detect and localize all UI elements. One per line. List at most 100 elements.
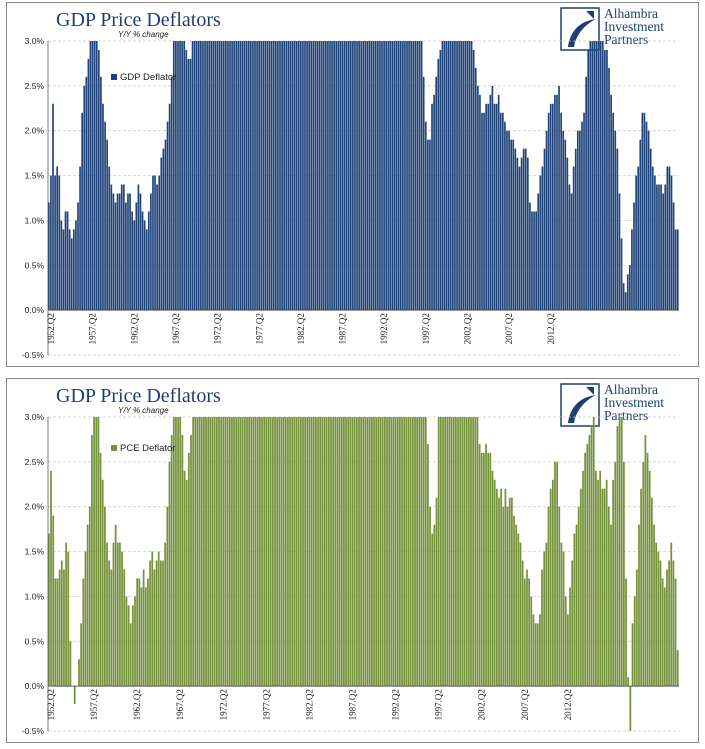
- bar: [541, 569, 543, 687]
- bar: [377, 417, 380, 687]
- bar: [666, 166, 669, 311]
- bar: [549, 488, 552, 687]
- bar: [489, 94, 492, 311]
- bar: [387, 41, 390, 311]
- bar: [183, 41, 186, 311]
- bar: [258, 41, 261, 311]
- bar: [145, 229, 148, 311]
- bar: [616, 425, 619, 687]
- bar: [274, 41, 277, 311]
- bar: [433, 94, 435, 311]
- bar: [597, 479, 599, 687]
- bar: [62, 229, 65, 311]
- x-tick-label: 1977.Q2: [261, 689, 271, 720]
- bar: [302, 41, 304, 311]
- bar: [88, 506, 91, 687]
- bar: [239, 41, 242, 311]
- bar: [483, 452, 485, 687]
- bar: [493, 103, 496, 311]
- bar: [122, 184, 125, 311]
- bar: [635, 175, 637, 311]
- bar: [539, 614, 541, 687]
- bar: [412, 41, 415, 311]
- bar: [215, 417, 218, 687]
- bar: [429, 506, 431, 687]
- chart-subtitle: Y/Y % change: [118, 30, 169, 39]
- x-tick-label: 1952.Q2: [46, 689, 56, 720]
- bar: [310, 41, 313, 311]
- bar: [575, 524, 578, 687]
- bar: [639, 139, 642, 311]
- bar: [116, 542, 119, 687]
- bar: [162, 560, 164, 687]
- bar: [210, 41, 213, 311]
- bar: [452, 417, 455, 687]
- bar: [108, 166, 111, 311]
- bar: [549, 103, 552, 311]
- bar: [99, 452, 102, 687]
- y-tick-label: 0.0%: [25, 681, 45, 691]
- bar: [187, 58, 190, 311]
- bar: [54, 175, 56, 311]
- bar: [383, 417, 386, 687]
- bar: [322, 41, 325, 311]
- bar: [422, 76, 425, 311]
- bar: [573, 533, 576, 687]
- bar: [291, 417, 294, 687]
- bar: [606, 49, 608, 311]
- bar: [172, 41, 175, 311]
- bar: [404, 41, 406, 311]
- bar: [259, 417, 261, 687]
- logo-line-2: Investment: [604, 19, 664, 34]
- bar: [82, 578, 85, 687]
- bar: [144, 587, 147, 687]
- bar: [312, 417, 315, 687]
- gdp-deflator-chart: -0.5% 0.0% 0.5% 1.0% 1.5% 2.0% 2.5% 3.0% 1952.Q2…: [22, 30, 679, 360]
- y-tick-label: 2.0%: [25, 502, 45, 512]
- bar: [464, 41, 467, 311]
- bar: [593, 41, 596, 311]
- bar: [618, 193, 621, 311]
- bar: [648, 470, 651, 687]
- bar: [231, 41, 233, 311]
- bar: [485, 443, 487, 687]
- bar: [287, 41, 290, 311]
- bar: [481, 112, 483, 311]
- bar: [620, 417, 623, 687]
- bar: [84, 551, 87, 687]
- bar: [588, 434, 591, 687]
- bar: [558, 85, 560, 311]
- bar: [68, 229, 71, 311]
- bar: [195, 41, 198, 311]
- bar: [624, 292, 627, 311]
- bar: [299, 417, 302, 687]
- bar: [623, 461, 625, 687]
- bar: [272, 41, 275, 311]
- bar: [420, 41, 423, 311]
- bar: [508, 497, 511, 687]
- bar: [231, 417, 233, 687]
- bar: [583, 112, 585, 311]
- bar: [291, 41, 294, 311]
- bar: [308, 41, 310, 311]
- bar: [125, 596, 128, 687]
- bar: [551, 479, 554, 687]
- bar: [60, 220, 63, 311]
- bar: [626, 274, 629, 311]
- bar: [347, 417, 350, 687]
- bar: [364, 41, 367, 311]
- bar: [395, 41, 398, 311]
- bar: [216, 41, 219, 311]
- bar: [338, 417, 341, 687]
- bar: [114, 202, 117, 311]
- y-tick-label: 3.0%: [25, 412, 45, 422]
- bar: [330, 417, 332, 687]
- bar: [562, 130, 565, 311]
- pce-deflator-chart: -0.5% 0.0% 0.5% 1.0% 1.5% 2.0% 2.5% 3.0% 1952.Q2…: [22, 406, 679, 736]
- y-tick-label: 0.0%: [25, 305, 45, 315]
- bar: [558, 506, 561, 687]
- x-tick-label: 1962.Q2: [132, 689, 142, 720]
- bar: [437, 417, 440, 687]
- bar: [411, 417, 414, 687]
- x-tick-label: 2002.Q2: [477, 689, 487, 720]
